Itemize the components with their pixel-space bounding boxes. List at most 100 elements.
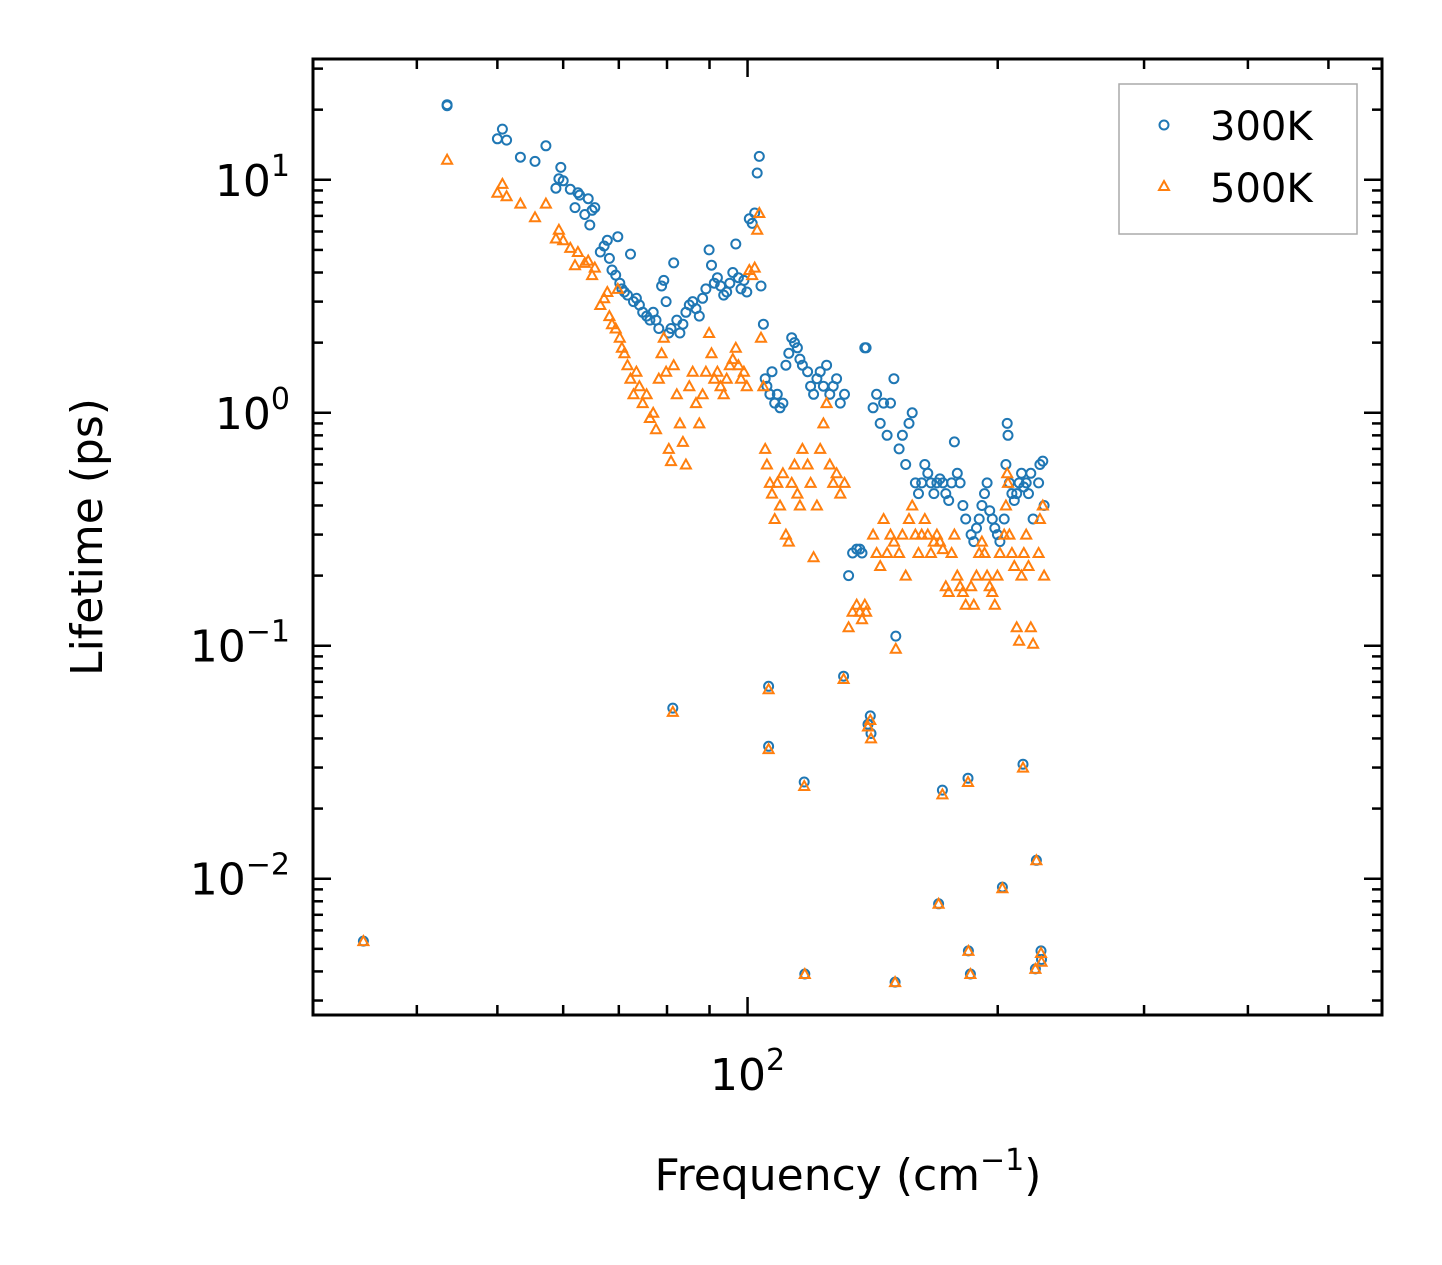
- data-markers: [356, 99, 1051, 988]
- point-300k: [491, 133, 503, 145]
- point-300k: [976, 500, 988, 511]
- point-500k: [720, 371, 734, 384]
- point-500k: [629, 364, 644, 377]
- point-500k: [819, 396, 834, 409]
- point-300k: [656, 280, 668, 292]
- point-300k: [821, 359, 833, 371]
- point-500k: [659, 364, 673, 377]
- point-300k: [529, 155, 541, 167]
- point-300k: [674, 327, 686, 339]
- point-500k: [695, 387, 710, 400]
- point-500k: [855, 612, 869, 625]
- point-500k: [646, 405, 660, 418]
- point-300k: [783, 347, 795, 359]
- point-500k: [967, 597, 981, 610]
- point-300k: [867, 402, 879, 414]
- point-500k: [760, 457, 774, 470]
- point-300k: [1025, 467, 1037, 479]
- point-500k: [798, 966, 812, 979]
- point-300k: [888, 373, 900, 385]
- point-500k: [779, 527, 793, 540]
- point-300k: [1037, 455, 1049, 467]
- point-500k: [980, 568, 994, 581]
- point-300k: [586, 204, 598, 216]
- point-300k: [871, 388, 883, 400]
- point-500k: [850, 597, 864, 610]
- y-tick-label-1e1: 101: [215, 149, 290, 207]
- point-300k: [864, 710, 876, 722]
- point-300k: [973, 513, 985, 525]
- point-500k: [726, 352, 740, 365]
- point-500k: [1000, 466, 1014, 479]
- point-300k: [771, 388, 783, 400]
- point-500k: [911, 545, 926, 558]
- point-300k: [582, 193, 594, 205]
- point-500k: [861, 719, 875, 732]
- point-500k: [670, 387, 684, 400]
- point-500k: [993, 545, 1007, 558]
- point-300k: [706, 259, 717, 271]
- point-500k: [853, 604, 867, 617]
- x-tick-label-100: 102: [710, 1043, 785, 1101]
- point-500k: [597, 291, 611, 304]
- point-300k: [906, 407, 918, 419]
- point-500k: [990, 568, 1005, 581]
- legend-marker-300k: [1158, 119, 1170, 131]
- point-500k: [975, 534, 989, 547]
- point-500k: [571, 244, 585, 257]
- point-500k: [745, 268, 759, 281]
- point-300k: [555, 161, 567, 173]
- point-300k: [540, 140, 552, 152]
- point-500k: [686, 364, 700, 377]
- point-300k: [843, 570, 855, 582]
- y-tick-label-1e-2: 10−2: [190, 848, 290, 906]
- point-500k: [623, 371, 638, 384]
- point-500k: [723, 358, 737, 371]
- point-500k: [880, 545, 894, 558]
- point-500k: [859, 604, 873, 617]
- point-300k: [885, 397, 896, 409]
- point-300k: [1006, 488, 1018, 500]
- point-300k: [903, 417, 915, 429]
- point-300k: [753, 150, 765, 162]
- point-500k: [935, 787, 950, 800]
- point-500k: [829, 466, 844, 479]
- point-300k: [943, 495, 955, 506]
- point-500k: [1026, 636, 1040, 649]
- point-300k: [881, 429, 893, 441]
- point-300k: [796, 359, 808, 371]
- point-500k: [892, 545, 906, 558]
- point-500k: [1010, 620, 1024, 633]
- point-500k: [800, 457, 815, 470]
- point-500k: [933, 534, 947, 547]
- point-500k: [600, 284, 614, 297]
- point-500k: [866, 527, 880, 540]
- point-300k: [896, 429, 908, 441]
- point-500k: [963, 966, 978, 979]
- point-500k: [667, 358, 681, 371]
- point-500k: [908, 527, 923, 540]
- point-500k: [810, 498, 824, 511]
- point-500k: [785, 475, 799, 488]
- point-300k: [798, 776, 810, 788]
- legend-label-500k: 500K: [1210, 166, 1314, 212]
- point-500k: [1036, 498, 1050, 511]
- point-500k: [1028, 961, 1043, 974]
- point-300k: [718, 289, 730, 301]
- point-500k: [936, 542, 950, 555]
- point-500k: [710, 364, 725, 377]
- point-300k: [951, 467, 963, 479]
- point-500k: [816, 416, 831, 429]
- point-500k: [356, 934, 371, 947]
- legend-marker-500k: [1157, 178, 1171, 191]
- point-500k: [734, 371, 748, 384]
- point-500k: [845, 604, 860, 617]
- point-500k: [682, 379, 696, 392]
- point-300k: [584, 219, 596, 231]
- point-500k: [593, 297, 607, 310]
- point-300k: [979, 488, 990, 500]
- point-500k: [841, 620, 856, 633]
- point-500k: [1001, 475, 1015, 488]
- point-300k: [913, 488, 924, 500]
